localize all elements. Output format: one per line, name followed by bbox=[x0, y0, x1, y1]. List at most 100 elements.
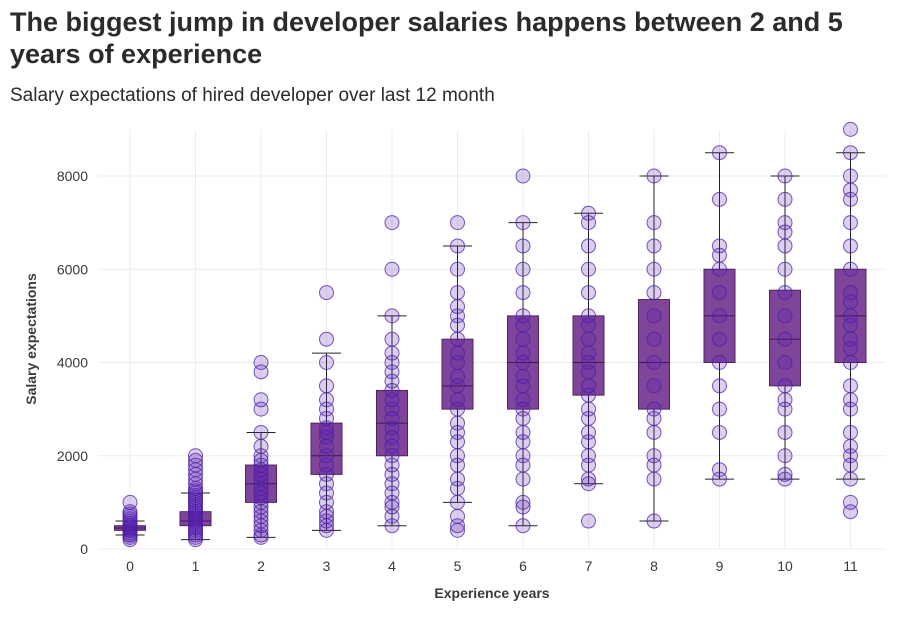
data-point bbox=[319, 355, 334, 370]
data-point bbox=[581, 424, 596, 440]
data-point bbox=[777, 392, 793, 408]
data-point bbox=[843, 215, 858, 231]
data-point bbox=[515, 168, 531, 184]
box-2 bbox=[245, 431, 277, 538]
y-tick-label: 6000 bbox=[57, 261, 88, 277]
data-point bbox=[450, 494, 465, 510]
y-tick-label: 8000 bbox=[57, 168, 88, 184]
data-point bbox=[843, 331, 858, 347]
chart-subtitle: Salary expectations of hired developer o… bbox=[10, 85, 495, 106]
x-tick-label: 2 bbox=[257, 558, 265, 574]
data-point bbox=[515, 448, 531, 464]
data-point bbox=[712, 355, 727, 370]
data-point bbox=[581, 331, 596, 347]
data-point bbox=[646, 378, 662, 394]
points-2 bbox=[253, 355, 269, 545]
data-point bbox=[712, 462, 727, 478]
data-point bbox=[319, 285, 334, 301]
points-4 bbox=[384, 215, 400, 534]
x-tick-label: 5 bbox=[454, 558, 462, 574]
data-point bbox=[515, 215, 531, 231]
data-point bbox=[319, 331, 334, 347]
box-9 bbox=[703, 152, 736, 480]
data-point bbox=[646, 215, 662, 231]
data-point bbox=[777, 355, 793, 370]
box-6 bbox=[507, 222, 539, 527]
data-point bbox=[384, 215, 400, 231]
data-point bbox=[843, 285, 858, 301]
data-point bbox=[843, 355, 858, 370]
data-point bbox=[843, 494, 858, 510]
data-point bbox=[646, 424, 662, 440]
data-point bbox=[843, 392, 858, 408]
data-point bbox=[450, 415, 465, 431]
data-point bbox=[777, 448, 793, 464]
data-point bbox=[646, 168, 662, 184]
data-point bbox=[581, 205, 596, 221]
data-point bbox=[581, 448, 596, 464]
box-iqr bbox=[441, 338, 474, 410]
points-0 bbox=[122, 494, 138, 548]
data-point bbox=[646, 261, 662, 277]
data-point bbox=[450, 285, 465, 301]
data-point bbox=[450, 448, 465, 464]
data-point bbox=[188, 448, 203, 464]
x-tick-label: 1 bbox=[192, 558, 200, 574]
data-point bbox=[646, 401, 662, 417]
data-point bbox=[777, 238, 793, 254]
data-point bbox=[646, 355, 662, 370]
data-point bbox=[843, 145, 858, 161]
data-point bbox=[515, 471, 531, 487]
y-axis-label: Salary expectations bbox=[23, 273, 39, 405]
data-point bbox=[712, 191, 727, 207]
data-point bbox=[777, 285, 793, 301]
data-point bbox=[515, 285, 531, 301]
y-tick-label: 0 bbox=[80, 541, 88, 557]
data-point bbox=[777, 168, 793, 184]
x-tick-label: 0 bbox=[126, 558, 134, 574]
data-point bbox=[712, 261, 727, 277]
x-tick-label: 4 bbox=[388, 558, 396, 574]
data-point bbox=[712, 145, 727, 161]
box-5 bbox=[441, 245, 474, 503]
data-point bbox=[777, 308, 793, 324]
data-point bbox=[450, 261, 465, 277]
points-5 bbox=[450, 215, 465, 538]
data-point bbox=[712, 308, 727, 324]
data-point bbox=[646, 331, 662, 347]
data-point bbox=[319, 392, 334, 408]
data-point bbox=[450, 392, 465, 408]
data-point bbox=[450, 345, 465, 361]
data-point bbox=[646, 285, 662, 301]
data-point bbox=[712, 424, 727, 440]
x-tick-label: 11 bbox=[843, 558, 858, 574]
boxes bbox=[114, 152, 867, 541]
data-point bbox=[777, 261, 793, 277]
data-point bbox=[646, 513, 662, 529]
data-point bbox=[777, 378, 793, 394]
data-point bbox=[581, 308, 596, 324]
data-point bbox=[384, 261, 400, 277]
data-point bbox=[646, 308, 662, 324]
data-point bbox=[843, 424, 858, 440]
data-point bbox=[777, 471, 793, 487]
data-point bbox=[515, 345, 531, 361]
points-8 bbox=[646, 168, 662, 529]
x-axis-label: Experience years bbox=[434, 585, 549, 601]
points-11 bbox=[843, 121, 858, 520]
data-point bbox=[843, 471, 858, 487]
data-point bbox=[515, 518, 531, 534]
data-point bbox=[515, 261, 531, 277]
data-point bbox=[253, 438, 269, 454]
x-tick-label: 6 bbox=[519, 558, 527, 574]
data-point bbox=[646, 471, 662, 487]
y-tick-label: 2000 bbox=[57, 448, 88, 464]
data-point bbox=[515, 331, 531, 347]
points-7 bbox=[581, 205, 596, 529]
data-point bbox=[843, 308, 858, 324]
data-point bbox=[515, 368, 531, 384]
points-3 bbox=[319, 285, 334, 538]
data-point bbox=[253, 355, 269, 370]
x-tick-label: 8 bbox=[650, 558, 658, 574]
